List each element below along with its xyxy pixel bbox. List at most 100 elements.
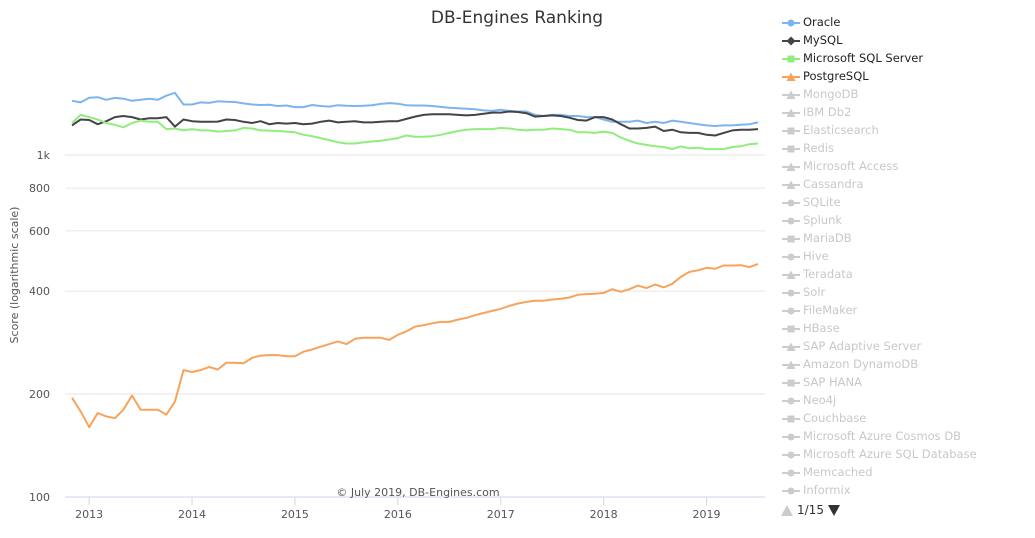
legend-item-memcached[interactable]: Memcached <box>782 463 1032 481</box>
legend-item-oracle[interactable]: Oracle <box>782 13 1032 31</box>
legend: Oracle MySQL Microsoft SQL Server PostgreSQ… <box>782 13 1032 499</box>
square-marker-icon <box>782 229 803 247</box>
legend-label: Solr <box>803 285 826 299</box>
legend-item-informix[interactable]: Informix <box>782 481 1032 499</box>
y-tick-label: 200 <box>29 388 50 401</box>
x-tick-label: 2016 <box>384 508 412 521</box>
y-tick-label: 100 <box>29 491 50 504</box>
square-marker-icon <box>782 319 803 337</box>
legend-label: Neo4j <box>803 393 837 407</box>
legend-label: Microsoft Access <box>803 159 899 173</box>
circle-marker-icon <box>782 391 803 409</box>
diamond-marker-icon <box>782 31 803 49</box>
y-axis-label: Score (logarithmic scale) <box>8 207 21 344</box>
legend-item-ibm-db2[interactable]: IBM Db2 <box>782 103 1032 121</box>
triangle-marker-icon <box>782 85 803 103</box>
legend-item-postgresql[interactable]: PostgreSQL <box>782 67 1032 85</box>
legend-item-elasticsearch[interactable]: Elasticsearch <box>782 121 1032 139</box>
legend-item-filemaker[interactable]: FileMaker <box>782 301 1032 319</box>
circle-marker-icon <box>782 301 803 319</box>
legend-label: Memcached <box>803 465 873 479</box>
legend-item-solr[interactable]: Solr <box>782 283 1032 301</box>
triangle-marker-icon <box>782 103 803 121</box>
legend-item-amazon-dynamodb[interactable]: Amazon DynamoDB <box>782 355 1032 373</box>
x-tick-label: 2019 <box>693 508 721 521</box>
legend-item-mongodb[interactable]: MongoDB <box>782 85 1032 103</box>
legend-item-hive[interactable]: Hive <box>782 247 1032 265</box>
y-axis-ticks: 100 200 400 600 800 1k <box>29 149 51 504</box>
legend-item-splunk[interactable]: Splunk <box>782 211 1032 229</box>
triangle-marker-icon <box>782 157 803 175</box>
series-line-microsoft-sql-server <box>71 113 759 151</box>
circle-marker-icon <box>782 193 803 211</box>
y-tick-label: 1k <box>37 149 51 162</box>
series-lines <box>71 91 759 429</box>
legend-label: SAP HANA <box>803 375 862 389</box>
y-tick-label: 800 <box>29 182 50 195</box>
series-line-postgresql <box>71 263 759 429</box>
legend-item-sap-hana[interactable]: SAP HANA <box>782 373 1032 391</box>
legend-item-hbase[interactable]: HBase <box>782 319 1032 337</box>
x-tick-label: 2017 <box>487 508 515 521</box>
square-marker-icon <box>782 121 803 139</box>
legend-item-teradata[interactable]: Teradata <box>782 265 1032 283</box>
legend-label: MySQL <box>803 33 843 47</box>
triangle-marker-icon <box>782 337 803 355</box>
triangle-up-icon[interactable] <box>781 504 793 516</box>
triangle-marker-icon <box>782 175 803 193</box>
legend-label: Cassandra <box>803 177 864 191</box>
y-tick-label: 400 <box>29 285 50 298</box>
legend-label: Teradata <box>803 267 853 281</box>
legend-item-sap-adaptive-server[interactable]: SAP Adaptive Server <box>782 337 1032 355</box>
legend-item-redis[interactable]: Redis <box>782 139 1032 157</box>
legend-label: Redis <box>803 141 835 155</box>
square-marker-icon <box>782 409 803 427</box>
legend-item-microsoft-azure-sql-database[interactable]: Microsoft Azure SQL Database <box>782 445 1032 463</box>
chart-title: DB-Engines Ranking <box>431 8 603 28</box>
circle-marker-icon <box>782 247 803 265</box>
legend-label: HBase <box>803 321 840 335</box>
circle-marker-icon <box>782 427 803 445</box>
legend-label: Hive <box>803 249 829 263</box>
legend-item-microsoft-access[interactable]: Microsoft Access <box>782 157 1032 175</box>
circle-marker-icon <box>782 283 803 301</box>
circle-marker-icon <box>782 13 803 31</box>
legend-item-cassandra[interactable]: Cassandra <box>782 175 1032 193</box>
triangle-marker-icon <box>782 265 803 283</box>
legend-label: IBM Db2 <box>803 105 852 119</box>
square-marker-icon <box>782 373 803 391</box>
circle-marker-icon <box>782 481 803 499</box>
legend-label: Couchbase <box>803 411 867 425</box>
legend-item-microsoft-azure-cosmos-db[interactable]: Microsoft Azure Cosmos DB <box>782 427 1032 445</box>
series-line-mysql <box>71 110 759 137</box>
legend-item-neo4j[interactable]: Neo4j <box>782 391 1032 409</box>
legend-label: Informix <box>803 483 851 497</box>
legend-label: SAP Adaptive Server <box>803 339 922 353</box>
legend-label: Splunk <box>803 213 843 227</box>
circle-marker-icon <box>782 211 803 229</box>
circle-marker-icon <box>782 463 803 481</box>
legend-item-sqlite[interactable]: SQLite <box>782 193 1032 211</box>
x-axis-ticks: 2013 2014 2015 2016 2017 2018 2019 <box>75 497 721 521</box>
legend-pager: 1/15 <box>781 503 840 517</box>
legend-label: FileMaker <box>803 303 858 317</box>
legend-label: Microsoft Azure SQL Database <box>803 447 977 461</box>
triangle-marker-icon <box>782 355 803 373</box>
x-tick-label: 2018 <box>590 508 618 521</box>
circle-marker-icon <box>782 445 803 463</box>
x-tick-label: 2013 <box>75 508 103 521</box>
legend-label: Microsoft Azure Cosmos DB <box>803 429 962 443</box>
legend-item-mysql[interactable]: MySQL <box>782 31 1032 49</box>
legend-label: Amazon DynamoDB <box>803 357 919 371</box>
legend-page-number: 1/15 <box>797 503 824 517</box>
triangle-down-icon[interactable] <box>827 504 840 516</box>
square-marker-icon <box>782 49 803 67</box>
legend-item-couchbase[interactable]: Couchbase <box>782 409 1032 427</box>
legend-label: Microsoft SQL Server <box>803 51 924 65</box>
x-tick-label: 2015 <box>281 508 309 521</box>
series-line-oracle <box>71 91 759 127</box>
legend-item-microsoft-sql-server[interactable]: Microsoft SQL Server <box>782 49 1032 67</box>
legend-label: PostgreSQL <box>803 69 869 83</box>
legend-label: Oracle <box>803 15 841 29</box>
legend-item-mariadb[interactable]: MariaDB <box>782 229 1032 247</box>
